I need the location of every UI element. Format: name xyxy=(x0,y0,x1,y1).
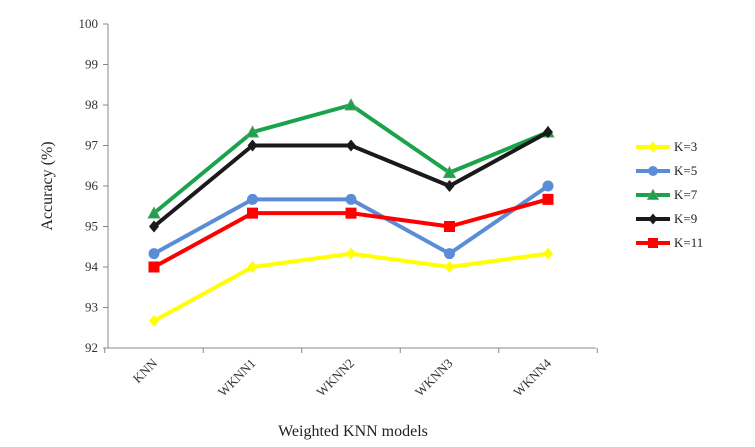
legend-label: K=3 xyxy=(674,139,697,154)
data-point xyxy=(542,180,554,192)
x-tick-label: WKNN3 xyxy=(412,356,456,400)
legend-label: K=11 xyxy=(674,235,703,250)
y-tick-label: 95 xyxy=(85,219,98,234)
data-point xyxy=(543,126,553,139)
data-point xyxy=(148,261,160,273)
legend-marker xyxy=(648,141,658,153)
x-tick-label: WKNN1 xyxy=(215,356,259,400)
y-tick-label: 92 xyxy=(85,340,98,355)
y-tick-label: 97 xyxy=(85,138,99,153)
data-point xyxy=(247,193,258,205)
y-tick-label: 93 xyxy=(85,300,98,315)
x-axis-title: Weighted KNN models xyxy=(278,423,428,440)
data-point xyxy=(148,248,160,260)
data-point xyxy=(444,261,455,273)
x-tick-label: WKNN4 xyxy=(510,355,554,399)
legend-marker xyxy=(648,238,658,248)
data-point xyxy=(247,207,258,219)
data-point xyxy=(245,125,260,138)
y-axis-title: Accuracy (%) xyxy=(39,141,56,230)
data-point xyxy=(149,220,159,233)
data-point xyxy=(345,193,357,205)
y-tick-label: 94 xyxy=(85,259,99,274)
data-point xyxy=(542,193,554,205)
legend-label: K=7 xyxy=(674,187,698,202)
series-line xyxy=(153,251,549,323)
data-point xyxy=(346,247,356,260)
legend-marker xyxy=(648,166,658,176)
data-point xyxy=(346,139,356,152)
data-point xyxy=(543,247,553,260)
y-tick-label: 98 xyxy=(85,97,98,112)
chart-legend: K=3 K=5 K=7 K=9 K=11 xyxy=(636,139,703,250)
data-point xyxy=(444,248,455,260)
y-tick-label: 99 xyxy=(85,57,98,72)
data-point xyxy=(149,314,159,327)
x-tick-label: KNN xyxy=(130,355,161,386)
chart-series xyxy=(147,98,555,327)
data-point xyxy=(444,221,455,232)
legend-label: K=9 xyxy=(674,211,697,226)
x-tick-label: WKNN2 xyxy=(313,356,357,400)
y-tick-label: 100 xyxy=(79,16,99,31)
y-tick-label: 96 xyxy=(85,178,99,193)
legend-label: K=5 xyxy=(674,163,697,178)
data-point xyxy=(345,207,357,219)
legend-marker xyxy=(646,188,660,200)
legend-marker xyxy=(648,213,658,225)
data-point xyxy=(247,139,258,152)
data-point xyxy=(247,261,258,273)
data-point xyxy=(147,206,161,219)
data-point xyxy=(444,180,455,192)
data-point xyxy=(442,165,457,179)
data-point xyxy=(344,98,358,111)
